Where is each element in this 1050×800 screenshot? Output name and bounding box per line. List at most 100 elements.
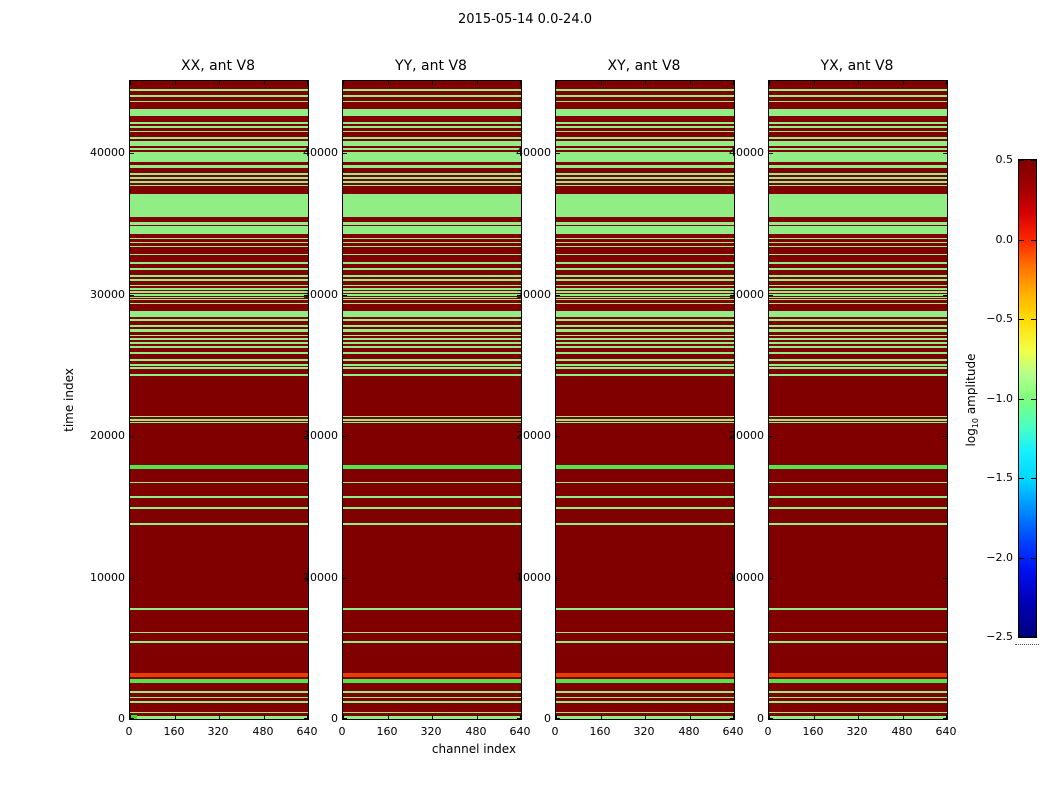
flagged-rows-stripe xyxy=(556,95,734,97)
flagged-rows-stripe xyxy=(769,173,947,175)
flagged-rows-stripe xyxy=(769,419,947,421)
flagged-rows-stripe xyxy=(343,122,521,124)
colorbar-tick-label: −2.5 xyxy=(986,630,1013,643)
y-tick-label: 30000 xyxy=(729,288,764,301)
y-tick-label: 20000 xyxy=(303,429,338,442)
colorbar-tick-label: −1.0 xyxy=(986,392,1013,405)
flagged-rows-stripe xyxy=(130,673,308,677)
flagged-rows-stripe xyxy=(343,279,521,281)
flagged-rows-stripe xyxy=(769,364,947,366)
x-tick-mark xyxy=(814,81,815,85)
y-tick-label: 0 xyxy=(331,712,338,725)
x-tick-mark xyxy=(388,81,389,85)
figure-title: 2015-05-14 0.0-24.0 xyxy=(458,12,592,27)
x-tick-label: 160 xyxy=(163,725,185,738)
x-tick-mark xyxy=(556,715,557,719)
flagged-rows-stripe xyxy=(343,268,521,270)
flagged-rows-stripe xyxy=(343,181,521,183)
flagged-rows-stripe xyxy=(343,346,521,348)
y-tick-mark xyxy=(730,153,734,154)
flagged-rows-stripe xyxy=(556,297,734,298)
flagged-rows-stripe xyxy=(556,342,734,344)
flagged-rows-stripe xyxy=(556,294,734,296)
flagged-rows-stripe xyxy=(556,338,734,340)
flagged-rows-stripe xyxy=(130,268,308,270)
flagged-rows-stripe xyxy=(556,148,734,150)
y-tick-mark xyxy=(769,153,773,154)
flagged-rows-stripe xyxy=(556,126,734,128)
y-tick-label: 30000 xyxy=(516,288,551,301)
x-tick-label: 0 xyxy=(764,725,772,738)
flagged-rows-stripe xyxy=(343,291,521,293)
flagged-rows-stripe xyxy=(343,465,521,469)
flagged-rows-stripe xyxy=(343,416,521,417)
x-tick-label: 640 xyxy=(296,725,318,738)
x-tick-label: 0 xyxy=(551,725,559,738)
x-tick-label: 320 xyxy=(846,725,868,738)
colorbar-label-sub: 10 xyxy=(971,417,981,429)
flagged-rows-stripe xyxy=(130,465,308,469)
y-tick-label: 40000 xyxy=(90,146,125,159)
flagged-rows-stripe xyxy=(556,285,734,286)
flagged-rows-stripe xyxy=(343,335,521,336)
flagged-rows-stripe xyxy=(556,691,734,693)
flagged-rows-stripe xyxy=(556,181,734,183)
flagged-rows-stripe xyxy=(556,465,734,469)
flagged-rows-stripe xyxy=(343,226,521,234)
x-tick-mark xyxy=(432,81,433,85)
flagged-rows-stripe xyxy=(343,311,521,317)
flagged-rows-stripe xyxy=(343,141,521,146)
flagged-rows-stripe xyxy=(130,346,308,348)
x-tick-label: 160 xyxy=(376,725,398,738)
flagged-rows-stripe xyxy=(130,329,308,332)
colorbar-tick-mark xyxy=(1019,319,1024,320)
flagged-rows-stripe xyxy=(769,507,947,509)
flagged-rows-stripe xyxy=(556,137,734,139)
flagged-rows-stripe xyxy=(556,303,734,304)
flagged-rows-stripe xyxy=(769,297,947,298)
x-tick-mark xyxy=(219,81,220,85)
flagged-rows-stripe xyxy=(556,697,734,698)
flagged-rows-stripe xyxy=(556,109,734,116)
flagged-rows-stripe xyxy=(343,342,521,344)
x-tick-mark xyxy=(556,81,557,85)
flagged-rows-stripe xyxy=(343,126,521,128)
y-tick-mark xyxy=(130,295,134,296)
flagged-rows-stripe xyxy=(556,268,734,270)
flagged-rows-stripe xyxy=(769,325,947,327)
x-tick-mark xyxy=(343,715,344,719)
flagged-rows-stripe xyxy=(343,246,521,247)
panel-title-yx: YX, ant V8 xyxy=(820,58,894,74)
x-tick-mark xyxy=(175,81,176,85)
x-tick-label: 160 xyxy=(802,725,824,738)
x-tick-mark xyxy=(690,715,691,719)
heatmap-xx xyxy=(129,80,309,720)
x-tick-mark xyxy=(645,81,646,85)
flagged-rows-stripe xyxy=(343,422,521,423)
flagged-rows-stripe xyxy=(130,148,308,150)
flagged-rows-stripe xyxy=(130,288,308,290)
colorbar-label: log10 amplitude xyxy=(964,354,980,447)
flagged-rows-stripe xyxy=(556,419,734,421)
y-tick-mark xyxy=(130,578,134,579)
flagged-rows-stripe xyxy=(556,641,734,643)
flagged-rows-stripe xyxy=(769,185,947,186)
flagged-rows-stripe xyxy=(130,297,308,298)
y-tick-mark xyxy=(343,578,347,579)
colorbar-tick-mark xyxy=(1031,319,1036,320)
flagged-rows-stripe xyxy=(130,185,308,186)
panel-title-xy: XY, ant V8 xyxy=(607,58,681,74)
flagged-rows-stripe xyxy=(343,364,521,366)
flagged-rows-stripe xyxy=(769,268,947,270)
flagged-rows-stripe xyxy=(343,338,521,340)
flagged-rows-stripe xyxy=(769,148,947,150)
flagged-rows-stripe xyxy=(556,238,734,239)
y-tick-label: 30000 xyxy=(90,288,125,301)
flagged-rows-stripe xyxy=(769,262,947,264)
flagged-rows-stripe xyxy=(556,523,734,525)
y-tick-mark xyxy=(556,578,560,579)
flagged-rows-stripe xyxy=(769,465,947,469)
flagged-rows-stripe xyxy=(556,422,734,423)
flagged-rows-stripe xyxy=(556,246,734,247)
heatmap-yy xyxy=(342,80,522,720)
